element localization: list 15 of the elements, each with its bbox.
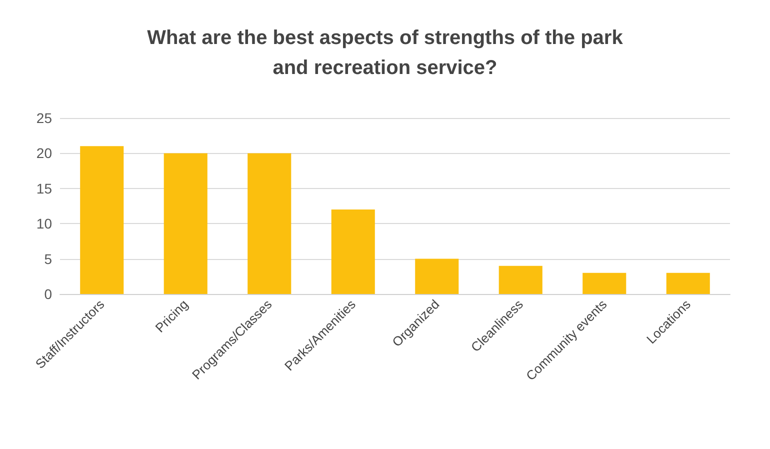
bar xyxy=(582,272,626,294)
y-tick-label: 10 xyxy=(36,216,52,232)
bar xyxy=(666,272,710,294)
chart-title: What are the best aspects of strengths of the park and recreation service? xyxy=(147,27,624,79)
y-tick-label: 0 xyxy=(44,286,52,302)
y-tick-label: 25 xyxy=(36,110,52,126)
bar xyxy=(498,266,542,294)
bar xyxy=(164,153,208,294)
bar xyxy=(80,146,124,294)
y-tick-label: 5 xyxy=(44,250,52,267)
bar xyxy=(331,210,375,294)
y-tick-label: 20 xyxy=(36,145,52,162)
y-tick-label: 15 xyxy=(36,180,52,196)
bar xyxy=(415,258,459,294)
bar xyxy=(248,153,292,294)
